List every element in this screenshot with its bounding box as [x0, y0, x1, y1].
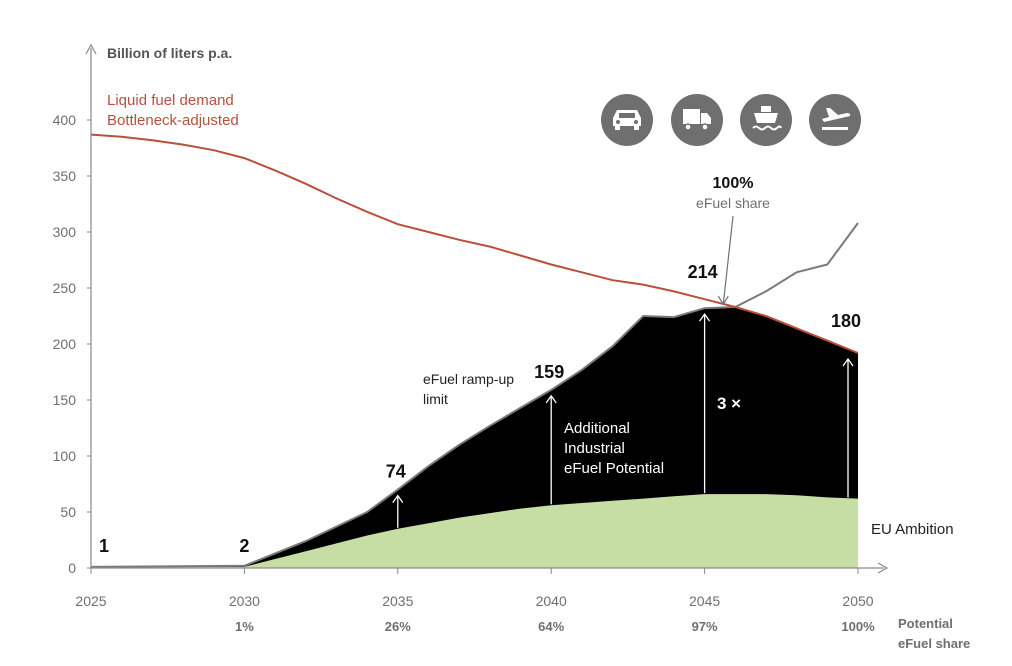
x-tick-label: 2035 — [382, 593, 413, 609]
truck-icon — [671, 94, 723, 146]
value-label: 159 — [534, 362, 564, 382]
value-label: 74 — [386, 462, 406, 482]
intersection-pointer — [717, 215, 734, 306]
value-arrow-head — [842, 357, 854, 367]
efuel-share-value: 97% — [692, 619, 718, 634]
demand-label-line1: Liquid fuel demand — [107, 92, 234, 109]
multiplier-label: 3 × — [717, 394, 741, 413]
additional-label-line3: eFuel Potential — [564, 460, 664, 477]
y-tick-label: 150 — [53, 392, 77, 408]
y-tick-labels: 0 50 100 150 200 250 300 350 400 — [53, 112, 91, 576]
efuel-ramp-up-line — [90, 222, 859, 568]
value-label: 2 — [239, 536, 249, 556]
x-axis — [91, 562, 889, 574]
y-tick-label: 400 — [53, 112, 77, 128]
efuel-share-value: 26% — [385, 619, 411, 634]
eu-ambition-area — [91, 494, 858, 568]
pointer-head — [717, 295, 729, 306]
value-label: 214 — [688, 262, 718, 282]
value-arrow-head — [699, 313, 711, 322]
efuel-share-labels: 1% 26% 64% 97% 100% — [235, 619, 875, 634]
value-arrow-head — [545, 394, 557, 404]
y-tick-label: 200 — [53, 336, 77, 352]
pointer-line — [722, 215, 734, 305]
value-label: 1 — [99, 536, 109, 556]
y-axis — [85, 43, 97, 568]
x-tick-label: 2025 — [75, 593, 106, 609]
ship-icon — [740, 94, 792, 146]
potential-share-title-line2: eFuel share — [898, 636, 970, 651]
additional-label-line2: Industrial — [564, 440, 625, 457]
x-tick-labels: 2025 2030 2035 2040 2045 2050 — [75, 568, 874, 609]
efuel-share-value: 100% — [841, 619, 875, 634]
additional-label-line1: Additional — [564, 420, 630, 437]
liquid-fuel-demand-line — [90, 133, 859, 354]
x-tick-label: 2030 — [229, 593, 260, 609]
y-tick-label: 50 — [60, 504, 76, 520]
efuel-share-value: 64% — [538, 619, 564, 634]
value-arrow-head — [392, 494, 404, 503]
potential-share-title-line1: Potential — [898, 616, 953, 631]
demand-label-line2: Bottleneck-adjusted — [107, 112, 239, 129]
ramp-up-label-line2: limit — [423, 391, 448, 407]
eu-ambition-label: EU Ambition — [871, 521, 954, 538]
y-tick-label: 300 — [53, 224, 77, 240]
x-tick-label: 2050 — [842, 593, 873, 609]
efuel-share-value: 1% — [235, 619, 254, 634]
y-tick-label: 350 — [53, 168, 77, 184]
x-tick-label: 2045 — [689, 593, 720, 609]
y-axis-title: Billion of liters p.a. — [107, 45, 232, 61]
x-tick-label: 2040 — [536, 593, 567, 609]
y-tick-label: 250 — [53, 280, 77, 296]
ramp-up-label-line1: eFuel ramp-up — [423, 371, 514, 387]
value-arrows — [392, 313, 854, 528]
y-tick-label: 0 — [68, 560, 76, 576]
hundred-percent-label: 100% — [713, 175, 754, 192]
airplane-icon — [809, 94, 861, 146]
y-tick-label: 100 — [53, 448, 77, 464]
value-label: 180 — [831, 311, 861, 331]
car-icon — [601, 94, 653, 146]
efuel-share-note: eFuel share — [696, 195, 770, 211]
value-labels: 1 2 74 159 214 180 — [99, 262, 861, 556]
